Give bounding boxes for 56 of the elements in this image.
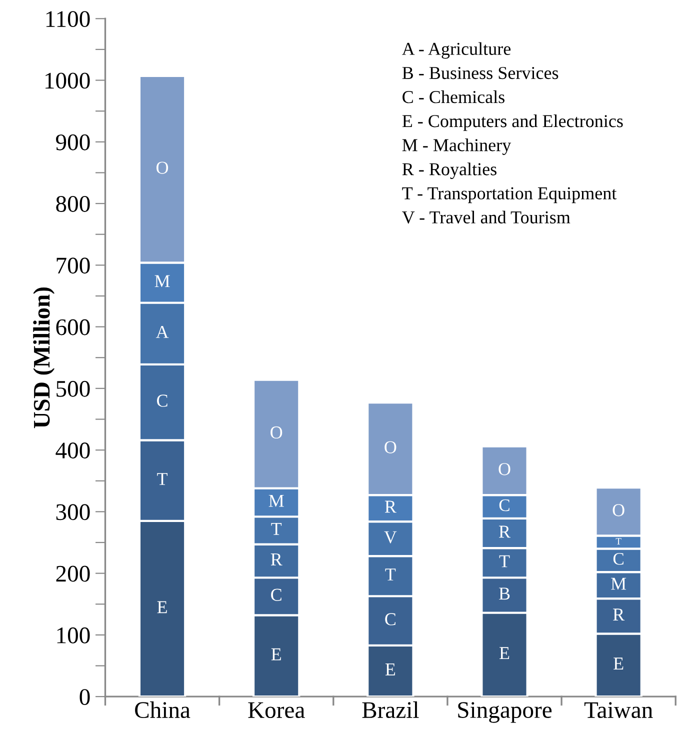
data-label: R xyxy=(498,526,510,538)
data-label: E xyxy=(500,647,510,660)
data-label: A xyxy=(156,326,169,338)
y-tick-label: 400 xyxy=(56,442,90,458)
data-label: V xyxy=(384,531,397,544)
data-label: O xyxy=(498,463,510,476)
y-tick-label: 100 xyxy=(57,627,90,644)
data-label: T xyxy=(616,538,622,545)
data-label: O xyxy=(384,441,396,454)
data-label: E xyxy=(614,658,624,670)
annotation: E - Computers and Electronics xyxy=(402,114,623,131)
data-label: O xyxy=(270,426,282,439)
x-tick-label: Korea xyxy=(248,702,305,718)
data-label: E xyxy=(271,648,281,660)
y-tick-label: 800 xyxy=(56,196,90,212)
data-label: E xyxy=(385,664,396,676)
data-label: T xyxy=(157,473,168,485)
y-tick-label: 900 xyxy=(56,134,90,150)
data-label: E xyxy=(157,601,167,614)
annotation: R - Royalties xyxy=(402,162,496,180)
annotation: A - Agriculture xyxy=(402,42,511,59)
data-label: C xyxy=(271,588,282,601)
data-label: T xyxy=(499,555,510,568)
y-axis-title: USD (Million) xyxy=(33,287,55,428)
y-tick-label: 500 xyxy=(56,380,90,397)
annotation: M - Machinery xyxy=(402,138,512,155)
data-label: T xyxy=(385,568,396,580)
data-label: M xyxy=(154,275,170,288)
x-tick-label: China xyxy=(135,701,190,718)
x-tick-label: Taiwan xyxy=(584,702,653,718)
annotation: V - Travel and Tourism xyxy=(402,210,570,224)
data-label: R xyxy=(613,608,625,620)
y-tick-label: 600 xyxy=(56,319,90,336)
data-label: C xyxy=(385,613,396,626)
data-label: B xyxy=(498,588,510,600)
annotation: B - Business Services xyxy=(402,66,558,80)
data-label: R xyxy=(384,500,396,513)
data-label: C xyxy=(157,394,168,407)
y-tick-label: 0 xyxy=(80,689,90,705)
data-label: T xyxy=(271,522,282,535)
data-label: M xyxy=(268,494,284,507)
annotation: T - Transportation Equipment xyxy=(402,187,617,204)
data-label: R xyxy=(270,554,282,566)
y-tick-label: 200 xyxy=(56,566,90,582)
data-label: C xyxy=(499,499,510,512)
data-label: C xyxy=(613,552,624,565)
data-label: M xyxy=(611,578,626,590)
data-label: O xyxy=(156,162,168,174)
annotation: C - Chemicals xyxy=(402,90,504,104)
y-tick-label: 300 xyxy=(56,504,90,520)
data-label: O xyxy=(612,504,624,516)
y-tick-label: 1000 xyxy=(46,72,90,89)
y-tick-label: 700 xyxy=(56,258,90,274)
y-tick-label: 1100 xyxy=(46,11,90,28)
x-tick-label: Singapore xyxy=(458,702,552,723)
x-tick-label: Brazil xyxy=(362,701,419,718)
